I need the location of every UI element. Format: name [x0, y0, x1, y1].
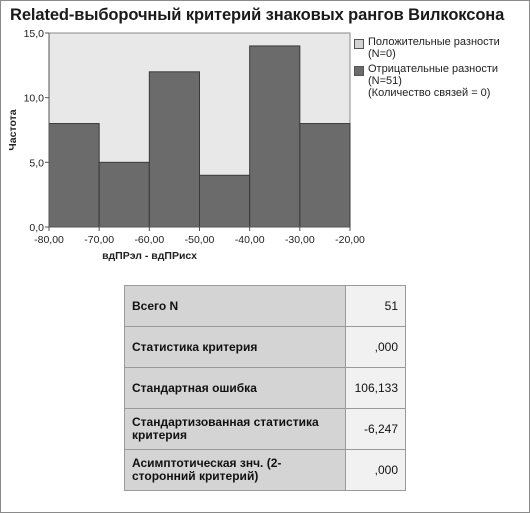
histogram-chart: 0,0 5,0 10,0 15,0 -80,00 -70,00 -60,00 -50,00 -4… [7, 28, 365, 262]
histogram-bar [148, 71, 200, 228]
stat-value: 51 [345, 285, 406, 327]
stats-table: Всего N 51 Статистика критерия ,000 Стан… [124, 285, 406, 491]
histogram-bar [249, 45, 301, 228]
legend-label: Положительные разности [368, 36, 500, 48]
stat-value: ,000 [345, 326, 406, 368]
legend: Положительные разности (N=0) Отрицательн… [354, 36, 500, 102]
x-tick-label: -60,00 [134, 234, 164, 246]
x-tick-label: -50,00 [185, 234, 215, 246]
histogram-bar [48, 123, 100, 228]
stat-value: 106,133 [345, 367, 406, 409]
histogram-bar [199, 174, 251, 228]
stat-label: Статистика критерия [124, 326, 346, 368]
stat-label: Стандартизованная статистика критерия [124, 408, 346, 450]
axes-group: 0,0 5,0 10,0 15,0 -80,00 -70,00 -60,00 -50,00 -4… [24, 28, 365, 246]
stat-label: Асимптотическая знч. (2-сторонний критер… [124, 449, 346, 491]
legend-item-negative: Отрицательные разности (N=51) (Количеств… [354, 63, 500, 99]
y-tick-label: 15,0 [24, 28, 45, 40]
y-tick-label: 0,0 [29, 222, 44, 234]
y-tick-label: 10,0 [24, 93, 45, 105]
stat-value: -6,247 [345, 408, 406, 450]
x-tick-label: -70,00 [84, 234, 114, 246]
x-tick-label: -40,00 [235, 234, 265, 246]
x-tick-label: -20,00 [335, 234, 365, 246]
bars-group [48, 45, 351, 228]
legend-ties: (Количество связей = 0) [368, 87, 491, 99]
stat-value: ,000 [345, 449, 406, 491]
table-row: Стандартизованная статистика критерия -6… [124, 408, 406, 450]
chart-title: Related-выборочный критерий знаковых ран… [10, 6, 505, 24]
table-row: Статистика критерия ,000 [124, 326, 406, 368]
legend-swatch-negative [354, 66, 364, 76]
x-tick-label: -80,00 [34, 234, 64, 246]
histogram-bar [98, 161, 150, 228]
table-row: Всего N 51 [124, 285, 406, 327]
y-axis-label: Частота [7, 109, 19, 150]
x-tick-label: -30,00 [285, 234, 315, 246]
x-axis-label: вдПРэл - вдПРисх [102, 250, 197, 262]
legend-count: (N=0) [368, 48, 396, 60]
table-row: Асимптотическая знч. (2-сторонний критер… [124, 449, 406, 491]
table-row: Стандартная ошибка 106,133 [124, 367, 406, 409]
legend-swatch-positive [354, 39, 364, 49]
y-tick-label: 5,0 [29, 157, 44, 169]
stat-label: Стандартная ошибка [124, 367, 346, 409]
legend-label: Отрицательные разности [368, 63, 499, 75]
legend-count: (N=51) [368, 75, 402, 87]
stat-label: Всего N [124, 285, 346, 327]
histogram-bar [299, 123, 351, 228]
legend-item-positive: Положительные разности (N=0) [354, 36, 500, 60]
